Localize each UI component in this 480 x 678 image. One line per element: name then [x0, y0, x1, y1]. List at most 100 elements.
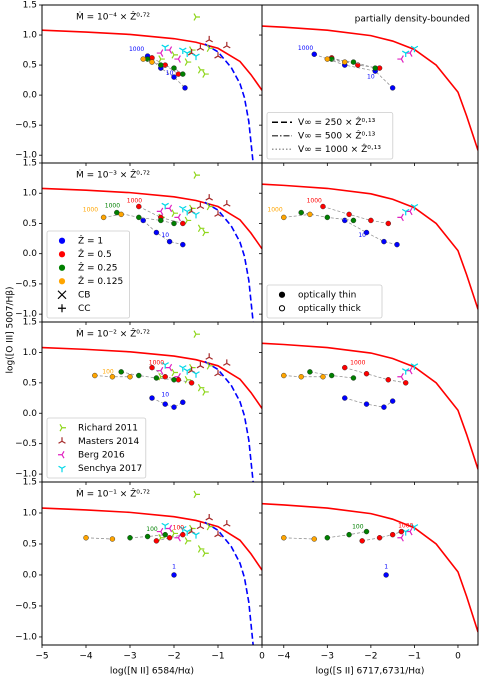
- model-track: [156, 534, 183, 542]
- marker: [406, 366, 413, 375]
- marker: [184, 58, 192, 66]
- legend-label: optically thick: [298, 304, 362, 314]
- marker: [183, 208, 191, 216]
- model-point: [153, 375, 160, 381]
- model-point: [281, 535, 287, 541]
- model-track: [283, 537, 315, 540]
- model-point: [136, 203, 142, 210]
- point-label: 1000: [149, 359, 164, 366]
- marker: [193, 330, 200, 338]
- y-tick-label: 1.5: [23, 478, 37, 488]
- marker: [58, 251, 66, 258]
- model-point: [342, 217, 348, 224]
- marker: [223, 41, 231, 49]
- marker: [189, 524, 196, 533]
- x-tick-label: 0: [259, 652, 265, 662]
- marker: [197, 545, 205, 553]
- legend-label: CC: [78, 304, 91, 314]
- model-point: [381, 404, 387, 410]
- model-point: [171, 220, 177, 227]
- y-tick-label: 0.5: [23, 219, 37, 229]
- y-tick-label: −0.5: [15, 279, 37, 289]
- marker: [410, 45, 419, 53]
- marker: [202, 70, 209, 78]
- panel: 1 1000 100: [262, 502, 478, 633]
- legend-label: CB: [78, 290, 90, 300]
- legend-label: Berg 2016: [78, 450, 125, 460]
- legend-label: V∞ = 1000 × Ẑ⁰·¹³: [298, 143, 381, 155]
- panel-title: Ṁ = 10⁻³ × Ẑ⁰·⁷²: [76, 169, 150, 181]
- legend-box: [266, 112, 394, 160]
- marker: [165, 204, 173, 213]
- marker: [206, 44, 214, 53]
- model-point: [324, 214, 331, 221]
- marker: [57, 290, 67, 300]
- point-label: 1000: [398, 523, 413, 530]
- point-label: 1000: [105, 202, 120, 209]
- model-point: [109, 374, 116, 380]
- marker: [278, 305, 286, 312]
- x-tick-label: −3: [321, 652, 334, 662]
- model-point: [180, 399, 186, 406]
- marker: [193, 171, 200, 179]
- marker: [205, 194, 213, 201]
- model-track: [103, 214, 122, 218]
- marker: [174, 55, 181, 63]
- point-label: 10: [166, 70, 174, 77]
- model-point: [385, 220, 391, 227]
- point-label: 10: [161, 232, 169, 239]
- marker: [183, 50, 191, 58]
- marker: [397, 372, 404, 381]
- marker: [189, 46, 196, 54]
- legend-label: Masters 2014: [78, 437, 139, 447]
- model-point: [166, 535, 173, 541]
- marker: [206, 202, 214, 211]
- marker: [202, 228, 209, 237]
- legend-label: Ẑ = 0.5: [78, 248, 112, 260]
- marker: [171, 209, 178, 217]
- marker: [192, 371, 200, 378]
- model-point: [171, 404, 177, 410]
- marker: [156, 366, 164, 375]
- model-point: [153, 538, 160, 544]
- model-point: [281, 372, 287, 379]
- marker: [183, 368, 191, 375]
- panel: 1000: [262, 342, 478, 470]
- model-point: [162, 531, 168, 538]
- x-tick-label: −2: [364, 652, 377, 662]
- marker: [179, 525, 187, 533]
- x-tick-label: −4: [79, 652, 93, 662]
- point-label: 1: [384, 563, 388, 570]
- marker: [158, 55, 165, 63]
- marker: [196, 44, 205, 51]
- model-point: [140, 56, 146, 62]
- panel: 1000 1000 10: [262, 183, 478, 310]
- model-point: [171, 74, 177, 80]
- model-point: [320, 374, 326, 380]
- marker: [197, 66, 205, 74]
- marker: [59, 423, 66, 432]
- model-point: [342, 59, 348, 65]
- model-point: [162, 401, 168, 407]
- model-point: [182, 85, 188, 91]
- annotation: partially density-bounded: [355, 15, 470, 25]
- model-point: [100, 214, 107, 221]
- marker: [410, 363, 419, 370]
- demarcation-curve: [262, 183, 478, 310]
- marker: [401, 50, 410, 58]
- model-point: [171, 65, 177, 71]
- marker: [184, 216, 192, 225]
- panel-frame: [261, 481, 479, 646]
- marker: [223, 520, 231, 527]
- model-point: [381, 238, 387, 245]
- point-label: 1000: [129, 46, 144, 53]
- y-tick-label: 0.0: [23, 91, 38, 101]
- y-tick-label: −0.5: [15, 439, 37, 449]
- marker: [184, 537, 192, 545]
- model-point: [324, 535, 331, 541]
- point-label: 100: [173, 524, 185, 531]
- model-point: [385, 377, 391, 383]
- model-point: [350, 217, 357, 224]
- demarcation-curve: [42, 29, 262, 91]
- model-track: [85, 537, 113, 540]
